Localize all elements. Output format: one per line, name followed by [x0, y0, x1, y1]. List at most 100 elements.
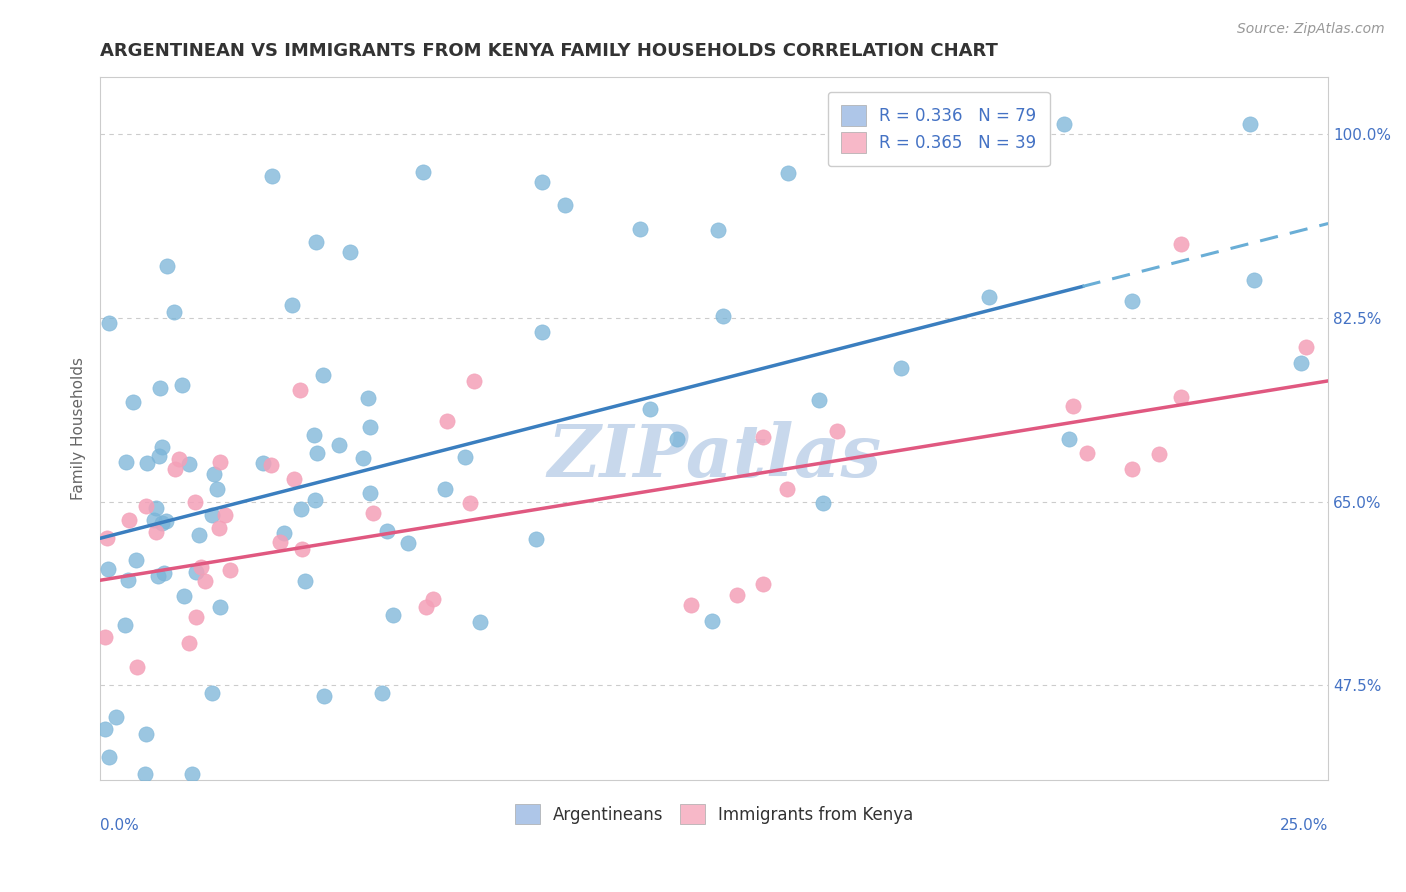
Point: [359, 486, 381, 500]
Point: [531, 326, 554, 340]
Point: [304, 493, 326, 508]
Point: [135, 727, 157, 741]
Point: [1121, 462, 1143, 476]
Point: [163, 304, 186, 318]
Point: [184, 566, 207, 580]
Point: [145, 525, 167, 540]
Point: [172, 378, 194, 392]
Point: [554, 198, 576, 212]
Point: [288, 383, 311, 397]
Point: [825, 425, 848, 439]
Point: [205, 482, 228, 496]
Point: [143, 513, 166, 527]
Point: [1243, 273, 1265, 287]
Point: [396, 535, 419, 549]
Point: [273, 525, 295, 540]
Point: [1053, 117, 1076, 131]
Point: [150, 440, 173, 454]
Point: [117, 573, 139, 587]
Point: [97, 562, 120, 576]
Point: [146, 569, 169, 583]
Y-axis label: Family Households: Family Households: [72, 357, 86, 500]
Point: [1289, 356, 1312, 370]
Point: [725, 589, 748, 603]
Point: [371, 686, 394, 700]
Text: 0.0%: 0.0%: [100, 818, 139, 833]
Point: [208, 455, 231, 469]
Point: [359, 420, 381, 434]
Point: [1062, 400, 1084, 414]
Point: [269, 534, 291, 549]
Point: [706, 223, 728, 237]
Point: [1121, 293, 1143, 308]
Point: [260, 458, 283, 472]
Point: [187, 527, 209, 541]
Legend: Argentineans, Immigrants from Kenya: Argentineans, Immigrants from Kenya: [508, 797, 921, 831]
Point: [291, 542, 314, 557]
Point: [94, 631, 117, 645]
Point: [1170, 390, 1192, 404]
Point: [173, 589, 195, 603]
Point: [470, 615, 492, 629]
Point: [415, 600, 437, 615]
Point: [145, 501, 167, 516]
Point: [1149, 447, 1171, 461]
Point: [1295, 340, 1317, 354]
Point: [454, 450, 477, 465]
Point: [1239, 117, 1261, 131]
Point: [96, 531, 118, 545]
Point: [305, 235, 328, 249]
Point: [155, 514, 177, 528]
Point: [184, 494, 207, 508]
Point: [422, 591, 444, 606]
Point: [209, 599, 232, 614]
Point: [98, 750, 121, 764]
Point: [281, 298, 304, 312]
Point: [375, 524, 398, 538]
Point: [302, 428, 325, 442]
Point: [290, 502, 312, 516]
Point: [314, 689, 336, 703]
Point: [711, 309, 734, 323]
Point: [125, 660, 148, 674]
Point: [352, 451, 374, 466]
Point: [163, 462, 186, 476]
Point: [208, 521, 231, 535]
Point: [124, 553, 146, 567]
Point: [752, 429, 775, 443]
Point: [702, 615, 724, 629]
Point: [214, 508, 236, 523]
Point: [752, 576, 775, 591]
Point: [890, 361, 912, 376]
Point: [1076, 446, 1098, 460]
Point: [1170, 237, 1192, 252]
Point: [339, 244, 361, 259]
Point: [184, 610, 207, 624]
Point: [148, 449, 170, 463]
Point: [381, 607, 404, 622]
Point: [681, 598, 703, 612]
Point: [201, 686, 224, 700]
Point: [181, 767, 204, 781]
Point: [134, 767, 156, 781]
Point: [524, 532, 547, 546]
Point: [94, 723, 117, 737]
Point: [177, 457, 200, 471]
Point: [412, 165, 434, 179]
Point: [260, 169, 283, 184]
Text: ZIPatlas: ZIPatlas: [547, 421, 882, 491]
Point: [776, 166, 799, 180]
Point: [115, 455, 138, 469]
Text: 25.0%: 25.0%: [1279, 818, 1329, 833]
Point: [201, 508, 224, 523]
Point: [328, 438, 350, 452]
Point: [808, 393, 831, 408]
Point: [252, 456, 274, 470]
Text: Source: ZipAtlas.com: Source: ZipAtlas.com: [1237, 22, 1385, 37]
Point: [219, 563, 242, 577]
Point: [776, 482, 799, 496]
Text: ARGENTINEAN VS IMMIGRANTS FROM KENYA FAMILY HOUSEHOLDS CORRELATION CHART: ARGENTINEAN VS IMMIGRANTS FROM KENYA FAM…: [100, 42, 998, 60]
Point: [204, 467, 226, 482]
Point: [433, 482, 456, 496]
Point: [1057, 432, 1080, 446]
